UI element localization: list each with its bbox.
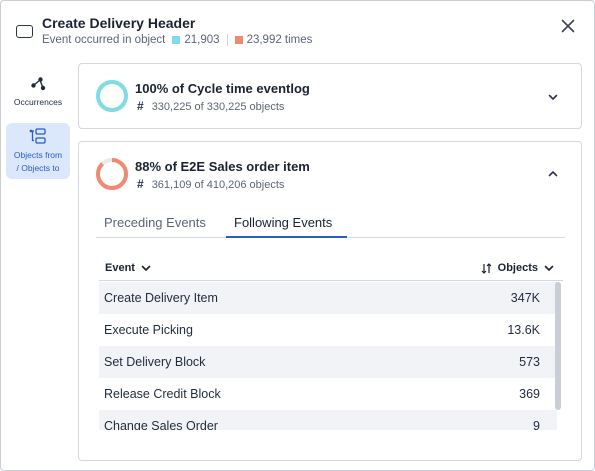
column-label: Event <box>105 262 135 274</box>
column-label: Objects <box>497 262 538 274</box>
dialog-header: Create Delivery Header Event occurred in… <box>1 1 594 57</box>
column-header-objects[interactable]: Objects <box>481 262 555 274</box>
card-detail: #330,225 of 330,225 objects <box>137 99 284 113</box>
card-title: 88% of E2E Sales order item <box>135 159 310 174</box>
coverage-ring-chart <box>96 80 128 112</box>
close-icon[interactable] <box>559 17 577 35</box>
table-scrollbar[interactable] <box>555 282 561 410</box>
event-title: Create Delivery Header <box>42 15 196 31</box>
object-count: 369 <box>519 387 540 401</box>
legend-square-teal <box>172 36 181 44</box>
chevron-down-icon[interactable] <box>547 91 559 103</box>
table-row[interactable]: Create Delivery Item 347K <box>99 282 557 314</box>
sidebar-item-occurrences[interactable]: Occurrences <box>6 73 70 109</box>
sidebar-item-label-line2: / Objects to <box>16 163 60 173</box>
event-subtitle: Event occurred in object 21,903 23,992 t… <box>42 34 312 46</box>
occurrence-count: 23,992 times <box>246 34 313 46</box>
event-name: Execute Picking <box>104 323 193 337</box>
event-name: Release Credit Block <box>104 387 221 401</box>
tab-preceding-events[interactable]: Preceding Events <box>104 215 206 230</box>
object-count: 347K <box>510 291 540 305</box>
active-tab-indicator <box>226 236 347 238</box>
hash-icon: # <box>137 177 144 191</box>
sidebar-item-label: Occurrences <box>13 97 63 107</box>
object-count: 21,903 <box>184 34 220 46</box>
sidebar-item-label-line1: Objects from <box>13 150 63 160</box>
card-title: 100% of Cycle time eventlog <box>135 81 310 96</box>
object-count: 9 <box>533 419 540 430</box>
chevron-down-icon <box>141 265 151 271</box>
card-detail: #361,109 of 410,206 objects <box>137 177 284 191</box>
sidebar-item-objects-from-to[interactable]: Objects from / Objects to <box>6 123 70 179</box>
table-row[interactable]: Set Delivery Block 573 <box>99 346 557 378</box>
sort-icon <box>481 262 492 274</box>
table-header: Event Objects <box>99 259 563 281</box>
divider <box>226 34 228 46</box>
event-name: Change Sales Order <box>104 419 218 430</box>
hash-icon: # <box>137 99 144 113</box>
object-ratio: 361,109 of 410,206 objects <box>151 179 285 191</box>
object-flow-icon <box>29 128 46 144</box>
table-row[interactable]: Execute Picking 13.6K <box>99 314 557 346</box>
table-row[interactable]: Change Sales Order 9 <box>99 410 557 430</box>
event-name: Create Delivery Item <box>104 291 218 305</box>
legend-square-orange <box>234 36 243 44</box>
coverage-ring-chart <box>96 158 128 190</box>
events-tabs: Preceding Events Following Events <box>96 208 565 238</box>
events-table-body: Create Delivery Item 347K Execute Pickin… <box>99 282 563 430</box>
object-ratio: 330,225 of 330,225 objects <box>151 101 285 113</box>
object-count: 573 <box>519 355 540 369</box>
graph-nodes-icon <box>31 77 46 91</box>
table-row[interactable]: Release Credit Block 369 <box>99 378 557 410</box>
chevron-up-icon[interactable] <box>547 168 559 180</box>
subtitle-label: Event occurred in object <box>42 34 166 46</box>
window-icon <box>16 25 33 38</box>
object-type-card-cycle-time[interactable]: 100% of Cycle time eventlog #330,225 of … <box>78 63 582 129</box>
tab-following-events[interactable]: Following Events <box>234 215 333 230</box>
event-name: Set Delivery Block <box>104 355 206 369</box>
object-type-card-sales-order: 88% of E2E Sales order item #361,109 of … <box>78 141 582 461</box>
column-header-event[interactable]: Event <box>105 262 152 274</box>
object-count: 13.6K <box>507 323 540 337</box>
chevron-down-icon <box>544 265 554 271</box>
